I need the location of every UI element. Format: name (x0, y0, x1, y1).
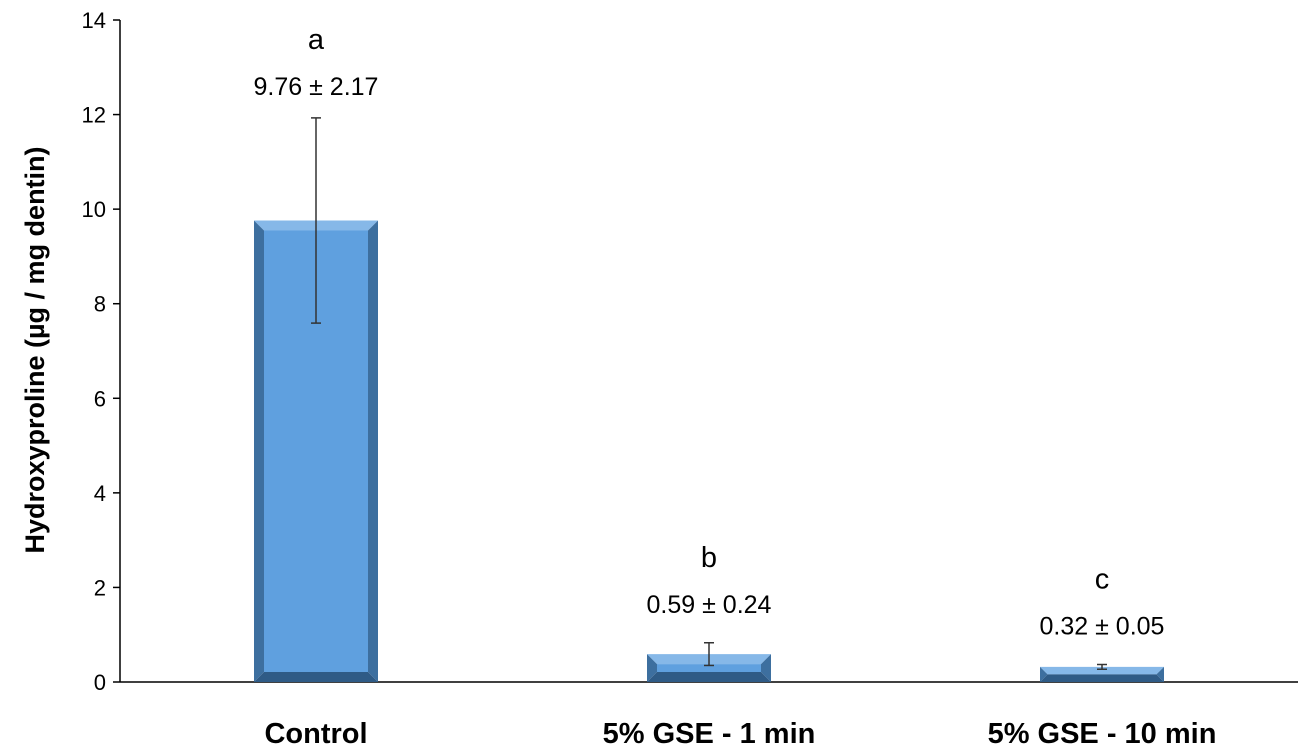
y-tick-label: 12 (82, 103, 106, 128)
error-bar (311, 117, 321, 324)
bar-bottom-face (254, 672, 378, 682)
significance-letter: a (308, 24, 325, 56)
y-tick-label: 0 (94, 670, 106, 695)
bar-right-face (1156, 666, 1164, 682)
y-tick-label: 8 (94, 292, 106, 317)
y-tick-label: 10 (82, 197, 106, 222)
y-tick-label: 14 (82, 8, 106, 33)
bar (1040, 666, 1164, 682)
bar-bottom-face (1040, 674, 1164, 682)
error-bar (704, 642, 714, 667)
bar (254, 220, 378, 682)
bars (254, 117, 1164, 682)
significance-letter: c (1095, 564, 1110, 596)
y-tick-label: 4 (94, 481, 106, 506)
data-label: 0.32 ± 0.05 (1040, 613, 1165, 641)
x-category-label: Control (264, 718, 367, 750)
data-label: 0.59 ± 0.24 (647, 591, 772, 619)
bar-left-face (647, 654, 657, 682)
data-label: 9.76 ± 2.17 (254, 73, 379, 101)
bar-right-face (368, 220, 378, 682)
y-tick-label: 6 (94, 386, 106, 411)
x-category-label: 5% GSE - 10 min (988, 718, 1217, 750)
y-tick-label: 2 (94, 575, 106, 600)
bar-front-face (657, 664, 761, 672)
bar-left-face (1040, 666, 1048, 682)
bar-bottom-face (647, 672, 771, 682)
bar-right-face (761, 654, 771, 682)
bar-top-face (1040, 666, 1164, 675)
error-bar (1097, 663, 1107, 670)
x-category-label: 5% GSE - 1 min (603, 718, 816, 750)
bar-left-face (254, 220, 264, 682)
significance-letter: b (701, 542, 717, 574)
bar-annotations: a 9.76 ± 2.17 Control b 0.59 ± 0.24 5% GSE - … (254, 24, 1217, 750)
y-axis-title: Hydroxyproline (µg / mg dentin) (20, 146, 50, 553)
